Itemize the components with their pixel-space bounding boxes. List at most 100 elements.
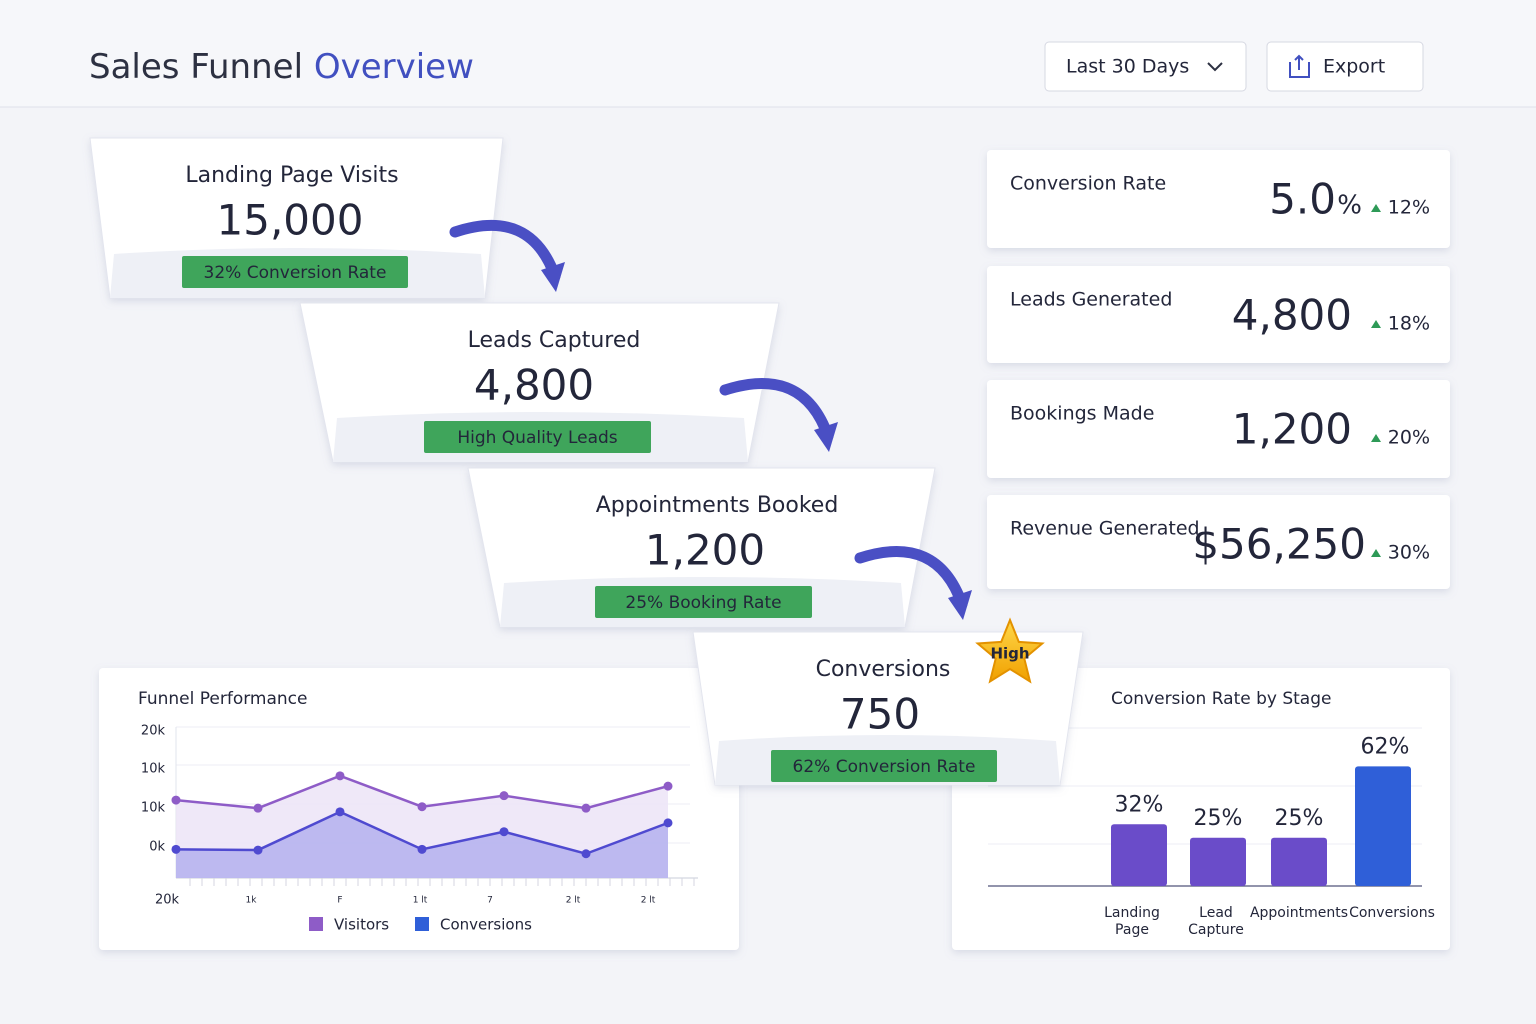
flow-arrow-head	[541, 262, 565, 292]
bar	[1190, 837, 1246, 886]
series-area	[176, 811, 668, 878]
flow-arrow	[449, 219, 561, 282]
kpi-change: 12%	[1388, 197, 1430, 219]
export-icon[interactable]	[1289, 54, 1310, 78]
kpi-label: Leads Generated	[1010, 289, 1172, 311]
legend-label: Visitors	[334, 916, 389, 934]
stage-value: 1,200	[645, 526, 765, 575]
data-point	[253, 803, 263, 813]
stage-badge-label: 32% Conversion Rate	[204, 263, 387, 283]
stage-badge	[771, 750, 997, 782]
data-point	[663, 818, 673, 828]
data-point	[499, 827, 509, 837]
kpi-label: Bookings Made	[1010, 403, 1154, 425]
flow-arrow-head	[814, 422, 838, 452]
stage-title: Leads Captured	[468, 328, 641, 353]
date-range-button[interactable]	[1044, 41, 1247, 92]
high-star-label: High	[990, 645, 1029, 663]
data-point	[417, 844, 427, 854]
kpi-change: 20%	[1388, 427, 1430, 449]
charts: Funnel Performance 20k 10k 10k 0k 20k 1k F 1 lt 7…	[138, 689, 1435, 938]
funnel: Landing Page Visits 15,000 32% Conversion …	[89, 137, 1084, 786]
stage-title: Landing Page Visits	[185, 163, 398, 188]
kpi-unit: %	[1337, 191, 1362, 221]
x-axis-label: 7	[487, 896, 493, 906]
kpi-value: 4,800	[1232, 291, 1352, 340]
category-label: Lead Capture	[1188, 905, 1244, 938]
kpi-card	[987, 380, 1450, 478]
stage-value: 750	[840, 690, 920, 739]
kpi-cards: Conversion Rate 12%%5.0 Leads Generated 18%…	[987, 150, 1450, 589]
kpi-up-icon	[1371, 549, 1381, 557]
date-range-label[interactable]: Last 30 Days	[1066, 56, 1189, 78]
kpi-value: 1,200	[1232, 405, 1352, 454]
stage-value: 4,800	[474, 361, 594, 410]
kpi-up-icon	[1371, 320, 1381, 328]
category-label: Conversions	[1349, 905, 1435, 921]
data-point	[663, 781, 673, 791]
kpi-value: 5.0	[1269, 175, 1336, 224]
stage-title: Appointments Booked	[596, 493, 839, 518]
y-axis-label: 10k	[141, 762, 166, 777]
data-point	[171, 795, 181, 805]
data-point	[335, 771, 345, 781]
category-label: Landing Page	[1104, 905, 1160, 938]
x-axis-label: 1k	[246, 896, 258, 906]
stage-badge-label: 62% Conversion Rate	[793, 757, 976, 777]
bar-value-label: 32%	[1115, 792, 1164, 817]
stage-badge	[595, 586, 812, 618]
x-axis-label: 20k	[155, 893, 180, 908]
dropdown-icon[interactable]	[1207, 62, 1223, 72]
kpi-change: 18%	[1388, 313, 1430, 335]
kpi-label: Revenue Generated	[1010, 518, 1200, 540]
x-axis-label: 2 lt	[641, 896, 656, 906]
x-axis-label: 2 lt	[566, 896, 581, 906]
x-axis-label: F	[337, 896, 342, 906]
data-point	[499, 791, 509, 801]
y-axis-label: 0k	[149, 840, 165, 855]
stage-title: Conversions	[816, 657, 951, 682]
y-axis-label: 10k	[141, 801, 166, 816]
legend-swatch	[309, 917, 323, 931]
data-point	[171, 844, 181, 854]
data-point	[253, 845, 263, 855]
legend-label: Conversions	[440, 916, 532, 934]
kpi-change: 30%	[1388, 542, 1430, 564]
flow-arrow	[719, 378, 834, 442]
stage-badge-label: High Quality Leads	[457, 428, 617, 448]
stage-badge-label: 25% Booking Rate	[625, 593, 781, 613]
bar-value-label: 25%	[1194, 806, 1243, 831]
bar	[1355, 766, 1411, 886]
stage-badge	[182, 256, 408, 288]
kpi-label: Conversion Rate	[1010, 173, 1166, 195]
data-point	[581, 849, 591, 859]
title-main: Sales Funnel	[89, 47, 303, 87]
flow-arrow-head	[948, 590, 972, 620]
title-highlight: Overview	[314, 47, 474, 87]
chart-title: Funnel Performance	[138, 689, 308, 709]
bar	[1271, 837, 1327, 886]
kpi-up-icon	[1371, 204, 1381, 212]
kpi-card	[987, 150, 1450, 248]
export-label[interactable]: Export	[1323, 56, 1385, 78]
kpi-card	[987, 266, 1450, 363]
kpi-up-icon	[1371, 434, 1381, 442]
stage-badge	[424, 421, 651, 453]
export-button[interactable]	[1266, 41, 1424, 92]
x-axis-label: 1 lt	[413, 896, 428, 906]
data-point	[581, 803, 591, 813]
high-star	[975, 617, 1045, 684]
page-title: Sales Funnel Overview	[89, 47, 474, 87]
data-point	[417, 802, 427, 812]
chart-title: Conversion Rate by Stage	[1111, 689, 1331, 709]
flow-arrow	[854, 546, 968, 610]
y-axis-label: 20k	[141, 724, 166, 739]
kpi-value: $56,250	[1192, 520, 1366, 569]
category-label: Appointments	[1250, 905, 1348, 921]
bar-value-label: 62%	[1361, 734, 1410, 759]
legend-swatch	[415, 917, 429, 931]
kpi-card	[987, 495, 1450, 589]
data-point	[335, 807, 345, 817]
